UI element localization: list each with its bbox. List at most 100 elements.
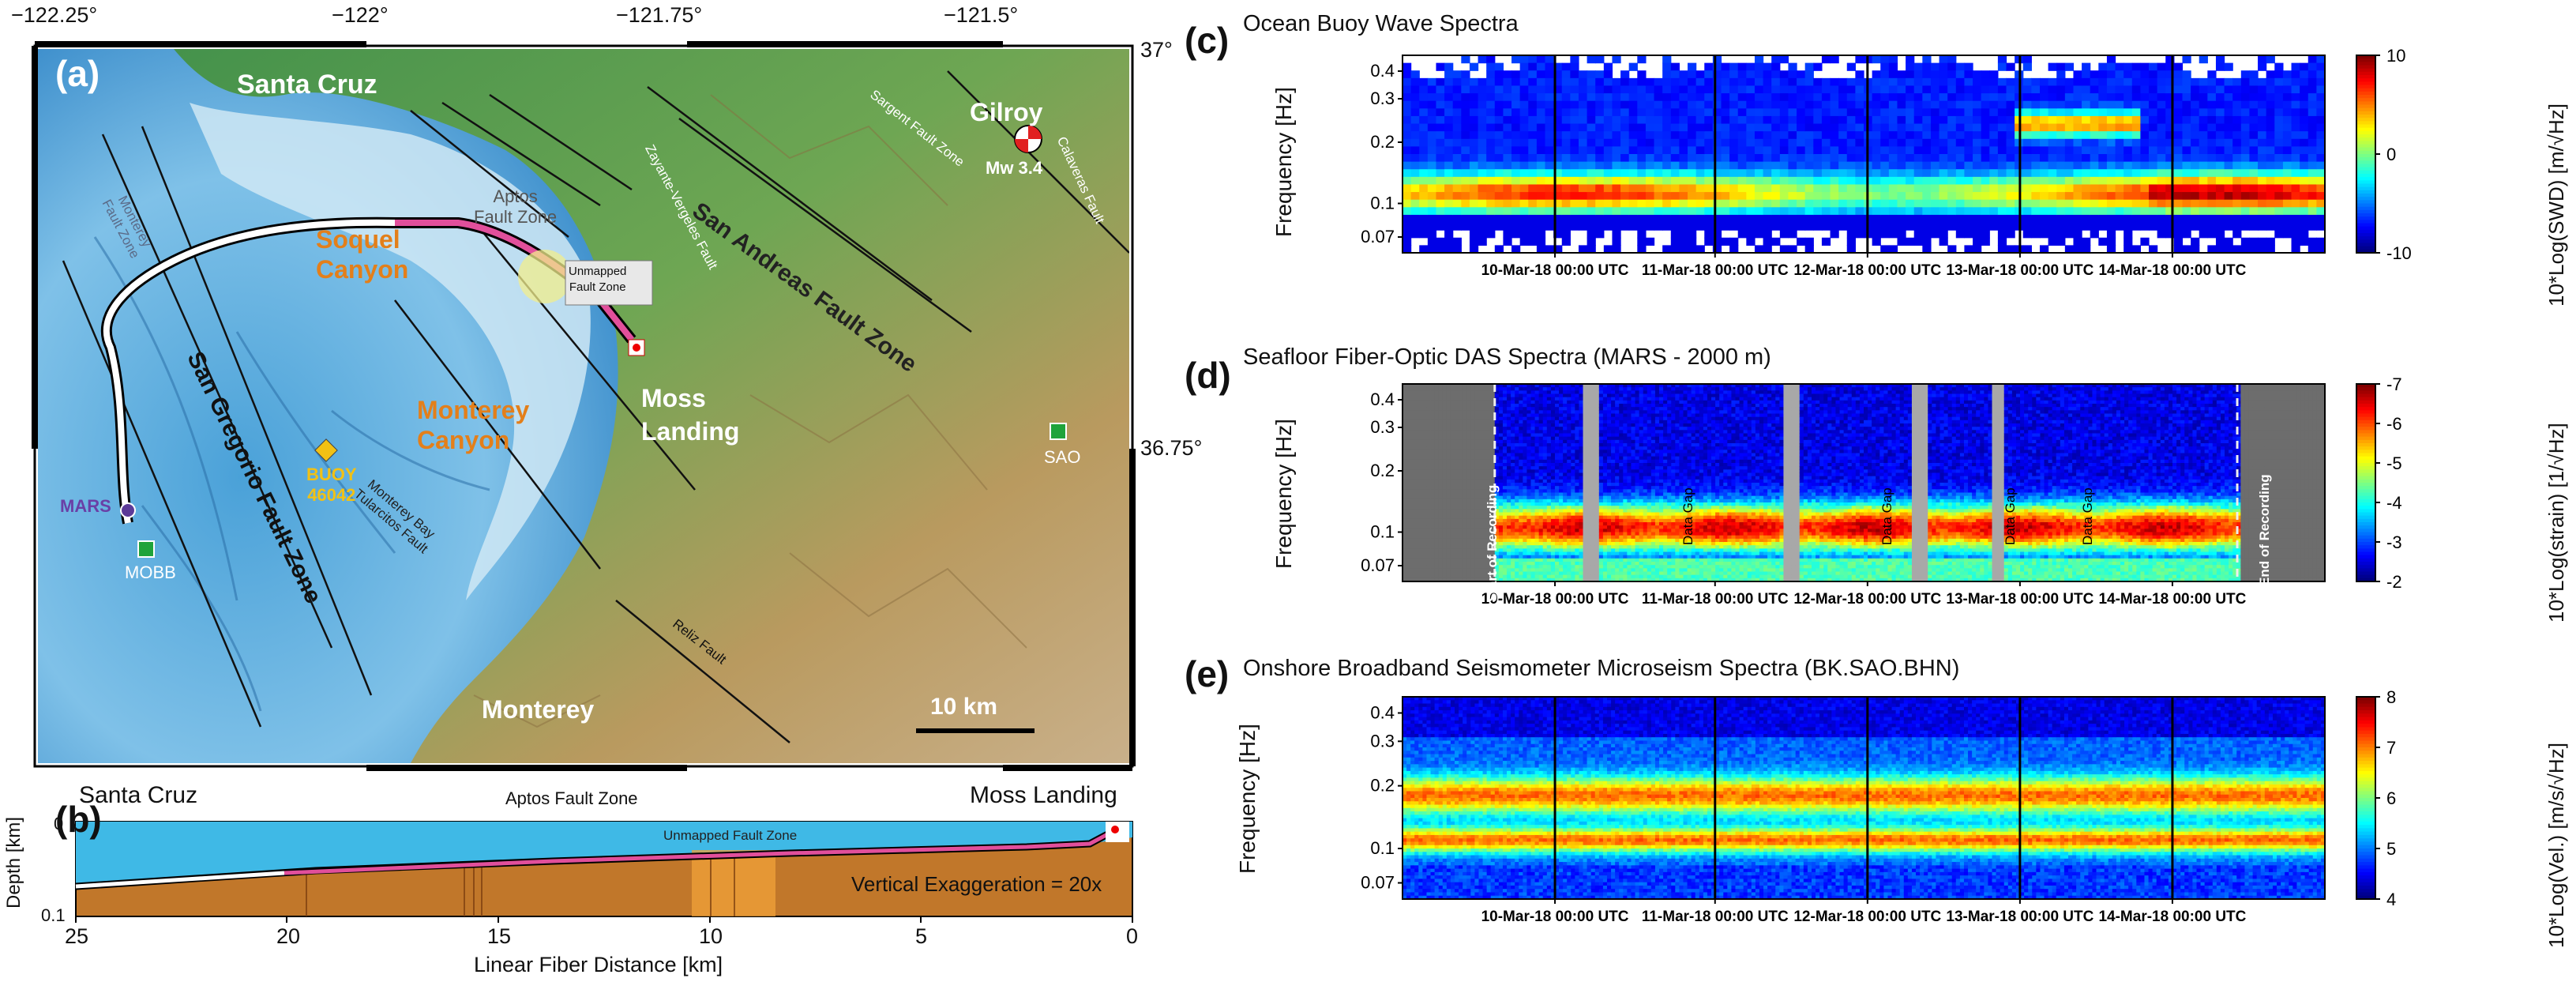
profile-exaggeration: Vertical Exaggeration = 20x xyxy=(851,872,1102,897)
cbar-tick-label: 10 xyxy=(2386,47,2405,66)
date-tick-label: 10-Mar-18 00:00 UTC xyxy=(1481,591,1629,608)
profile-xtick: 20 xyxy=(276,924,300,949)
mars-node-icon xyxy=(120,502,136,518)
cbar-tick-label: -2 xyxy=(2386,572,2402,592)
das-gap-label: Data Gap xyxy=(1680,487,1696,545)
date-tick-label: 10-Mar-18 00:00 UTC xyxy=(1481,909,1629,925)
profile-xlabel: Linear Fiber Distance [km] xyxy=(474,953,723,977)
freq-tick-label: 0.2 xyxy=(1370,132,1395,152)
das-start-label: Start of Recording xyxy=(1485,485,1500,602)
profile-cable-pink xyxy=(284,829,1115,875)
freq-tick-label: 0.4 xyxy=(1370,389,1395,409)
place-santa-cruz: Santa Cruz xyxy=(237,70,377,100)
scale-bar-label: 10 km xyxy=(930,694,997,721)
c-ylabel: Frequency [Hz] xyxy=(1271,87,1297,237)
profile-xtick: 0 xyxy=(1126,924,1138,949)
das-spectrogram: 0.4 0.3 0.2 0.1 0.07 10-Mar-18 00:00 UTC 11-Ma… xyxy=(1361,376,2402,608)
das-gap-label: Data Gap xyxy=(1879,487,1895,545)
profile-water xyxy=(76,822,1132,886)
lon-tick: −122° xyxy=(332,3,389,28)
unmapped-fault-circle xyxy=(518,250,572,303)
d-ylabel: Frequency [Hz] xyxy=(1271,419,1297,569)
freq-tick-label: 0.2 xyxy=(1370,776,1395,796)
date-tick-label: 10-Mar-18 00:00 UTC xyxy=(1481,262,1629,279)
profile-xtick: 5 xyxy=(915,924,927,949)
profile-xtick: 15 xyxy=(487,924,511,949)
cbar-tick-label: -3 xyxy=(2386,532,2402,552)
freq-tick-label: 0.07 xyxy=(1361,227,1395,246)
seismometer-spectrogram: 0.4 0.3 0.2 0.1 0.07 10-Mar-18 00:00 UTC 11-Ma… xyxy=(1361,689,2396,925)
das-gap-label: Data Gap xyxy=(2080,487,2096,545)
cbar-tick-label: 6 xyxy=(2386,788,2396,808)
date-tick-label: 11-Mar-18 00:00 UTC xyxy=(1642,591,1789,608)
cbar-tick-label: -10 xyxy=(2386,243,2412,263)
label-unmapped-fault: Unmapped Fault Zone xyxy=(569,264,626,295)
freq-tick-label: 0.2 xyxy=(1370,461,1395,480)
fault-lines xyxy=(62,70,1129,743)
map-panel xyxy=(32,41,1136,771)
place-monterey-canyon: Monterey Canyon xyxy=(417,395,529,456)
event-label: Mw 3.4 xyxy=(986,158,1042,179)
panel-d-title: Seafloor Fiber-Optic DAS Spectra (MARS -… xyxy=(1243,344,1771,371)
panel-label-e: (e) xyxy=(1185,653,1229,695)
cbar-tick-label: 7 xyxy=(2386,738,2396,758)
canyon-relief xyxy=(93,236,490,712)
profile-ylabel: Depth [km] xyxy=(3,817,25,909)
das-end-label: End of Recording xyxy=(2257,474,2273,586)
label-mars: MARS xyxy=(60,496,111,517)
panel-label-d: (d) xyxy=(1185,354,1231,397)
freq-tick-label: 0.07 xyxy=(1361,873,1395,893)
date-tick-label: 14-Mar-18 00:00 UTC xyxy=(2098,262,2246,279)
date-tick-label: 14-Mar-18 00:00 UTC xyxy=(2098,591,2246,608)
label-mobb: MOBB xyxy=(125,562,176,583)
freq-tick-label: 0.1 xyxy=(1370,522,1395,542)
lat-tick: 37° xyxy=(1140,38,1173,62)
lon-tick: −121.5° xyxy=(944,3,1018,28)
profile-right-label: Moss Landing xyxy=(970,782,1117,809)
cbar-tick-label: 5 xyxy=(2386,839,2396,859)
cbar-tick-label: 8 xyxy=(2386,689,2396,707)
label-buoy: BUOY 46042 xyxy=(306,465,357,506)
freq-tick-label: 0.3 xyxy=(1370,88,1395,108)
cbar-tick-label: -5 xyxy=(2386,453,2402,473)
profile-center-label: Aptos Fault Zone xyxy=(505,788,638,809)
cbar-tick-label: -4 xyxy=(2386,493,2402,513)
e-ylabel: Frequency [Hz] xyxy=(1235,724,1260,874)
sao-station-icon xyxy=(1050,423,1067,440)
scale-bar xyxy=(916,728,1035,733)
buoy-icon xyxy=(314,438,338,462)
profile-panel xyxy=(75,821,1133,923)
freq-tick-label: 0.1 xyxy=(1370,194,1395,213)
profile-ytick: 0 xyxy=(54,814,63,834)
profile-xtick: 10 xyxy=(699,924,723,949)
fiber-cable xyxy=(103,219,458,524)
place-monterey: Monterey xyxy=(482,695,594,724)
panel-label-b: (b) xyxy=(55,798,102,841)
profile-ytick: 0.1 xyxy=(41,905,66,926)
profile-cable xyxy=(75,871,285,889)
freq-tick-label: 0.3 xyxy=(1370,417,1395,437)
place-gilroy: Gilroy xyxy=(970,98,1042,127)
profile-unmapped-label: Unmapped Fault Zone xyxy=(663,828,797,844)
date-tick-label: 11-Mar-18 00:00 UTC xyxy=(1642,909,1789,925)
unmapped-zone-band xyxy=(692,850,775,916)
profile-xtick: 25 xyxy=(65,924,88,949)
lat-tick: 36.75° xyxy=(1140,436,1202,461)
date-tick-label: 13-Mar-18 00:00 UTC xyxy=(1946,262,2093,279)
cbar-tick-label: -7 xyxy=(2386,376,2402,394)
date-tick-label: 12-Mar-18 00:00 UTC xyxy=(1793,591,1941,608)
profile-faults xyxy=(306,853,735,916)
date-tick-label: 11-Mar-18 00:00 UTC xyxy=(1642,262,1789,279)
place-soquel-canyon: Soquel Canyon xyxy=(316,224,408,285)
freq-tick-label: 0.1 xyxy=(1370,838,1395,858)
date-tick-label: 13-Mar-18 00:00 UTC xyxy=(1946,591,2093,608)
label-sao: SAO xyxy=(1044,447,1080,468)
freq-tick-label: 0.4 xyxy=(1370,702,1395,722)
buoy-spectrogram: 0.4 0.3 0.2 0.1 0.07 10-Mar-18 00:00 UTC 11-Ma… xyxy=(1361,47,2412,279)
das-gap-label: Data Gap xyxy=(2003,487,2018,545)
date-tick-label: 14-Mar-18 00:00 UTC xyxy=(2098,909,2246,925)
freq-tick-label: 0.07 xyxy=(1361,555,1395,575)
panel-label-c: (c) xyxy=(1185,19,1229,62)
cbar-tick-label: 0 xyxy=(2386,145,2396,164)
freq-tick-label: 0.4 xyxy=(1370,61,1395,81)
